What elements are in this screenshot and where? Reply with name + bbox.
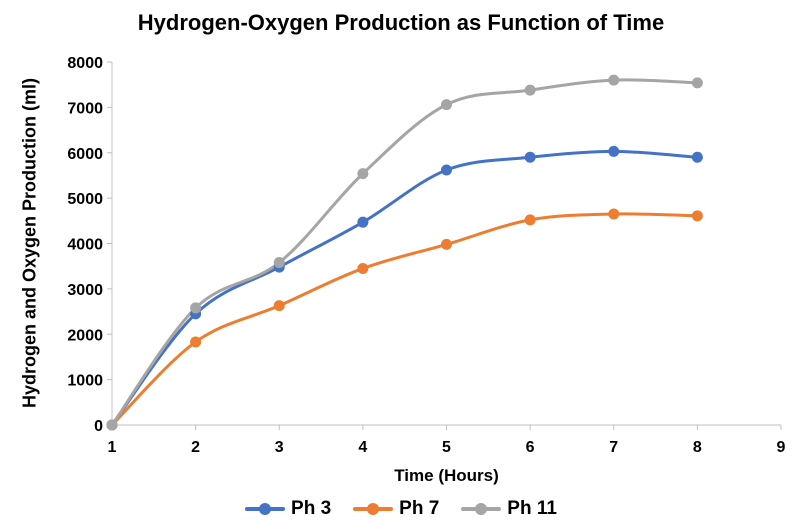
data-point-ph11 [357,168,369,180]
legend-swatch-ph7 [353,503,394,515]
y-tick-label: 6000 [67,146,103,163]
legend-item-ph7[interactable]: Ph 7 [353,498,439,520]
data-point-ph7 [357,262,369,274]
data-point-ph3 [357,216,369,228]
series-line-ph3 [110,149,699,427]
data-point-ph7 [524,214,536,226]
data-point-ph7 [190,336,202,348]
data-point-ph7 [441,238,452,250]
x-tick-label: 7 [609,439,618,456]
x-tick-label: 1 [108,439,117,456]
y-tick-label: 0 [94,418,103,435]
data-point-ph3 [691,151,703,163]
data-point-ph11 [273,257,285,269]
y-tick-label: 7000 [67,100,103,117]
series-line-ph7 [110,212,699,427]
data-point-ph3 [608,145,620,157]
data-point-ph3 [524,151,536,163]
legend: Ph 3 Ph 7 Ph 11 [0,498,802,520]
data-point-ph11 [190,302,202,314]
x-tick-label: 2 [191,439,200,456]
data-point-ph11 [691,77,703,89]
legend-label-ph11: Ph 11 [507,498,557,519]
y-tick-label: 4000 [67,237,103,254]
data-point-ph7 [691,210,703,222]
x-tick-label: 5 [442,439,451,456]
data-point-ph11 [441,99,452,111]
series-line-ph11 [110,78,699,427]
legend-label-ph7: Ph 7 [399,498,440,519]
legend-swatch-ph11 [461,503,502,515]
y-tick-label: 8000 [67,55,103,72]
x-tick-label: 6 [526,439,535,456]
data-point-ph7 [273,300,285,312]
data-point-ph11 [608,74,620,86]
data-point-ph7 [608,208,620,220]
legend-swatch-ph3 [245,503,286,515]
legend-item-ph3[interactable]: Ph 3 [245,498,331,520]
y-tick-label: 2000 [67,327,103,344]
y-tick-label: 5000 [67,191,103,208]
legend-item-ph11[interactable]: Ph 11 [461,498,557,520]
y-tick-label: 1000 [67,373,103,390]
x-tick-label: 8 [693,439,702,456]
x-axis-label: Time (Hours) [394,466,499,485]
legend-label-ph3: Ph 3 [291,498,332,519]
chart-title: Hydrogen-Oxygen Production as Function o… [137,10,665,35]
x-tick-label: 9 [777,439,786,456]
data-point-ph3 [441,164,452,176]
x-tick-label: 4 [358,439,367,456]
data-point-ph11 [106,419,118,431]
data-point-ph11 [524,84,536,96]
y-tick-label: 3000 [67,282,103,299]
x-tick-label: 3 [275,439,284,456]
